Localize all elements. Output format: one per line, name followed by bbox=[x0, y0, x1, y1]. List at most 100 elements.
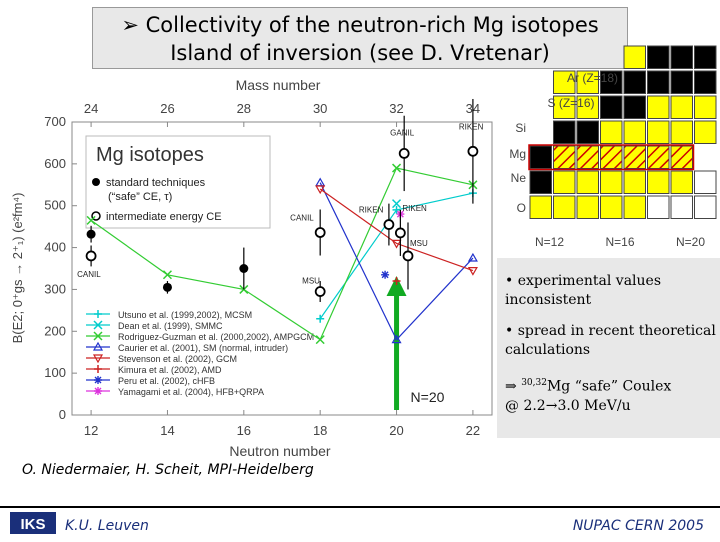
theory-series bbox=[315, 177, 478, 344]
exp-point-intermediate bbox=[394, 227, 406, 239]
nuclide-cell bbox=[529, 195, 552, 219]
legend-series-label: Yamagami et al. (2004), HFB+QRPA bbox=[118, 387, 264, 397]
title-text-1: Collectivity of the neutron-rich Mg isot… bbox=[145, 13, 599, 37]
exp-point-standard bbox=[239, 264, 249, 273]
exp-point-label: RIKEN bbox=[359, 206, 384, 215]
nuclide-cell bbox=[647, 120, 670, 144]
x-tick-label: 18 bbox=[313, 423, 327, 438]
nuclide-cell bbox=[600, 170, 623, 194]
nuclide-cell bbox=[647, 45, 670, 69]
nuclide-cell bbox=[670, 45, 693, 69]
footer-divider bbox=[0, 506, 720, 508]
nuclide-cell bbox=[600, 120, 623, 144]
title-line-1: ➢ Collectivity of the neutron-rich Mg is… bbox=[93, 13, 627, 37]
nuclide-cell bbox=[694, 95, 717, 119]
nuclide-cell bbox=[670, 195, 693, 219]
nuclide-cell bbox=[576, 95, 599, 119]
exp-point-intermediate bbox=[85, 250, 97, 262]
nuclide-cell bbox=[623, 95, 646, 119]
nuclide-cell bbox=[576, 70, 599, 94]
energy-text: @ 2.2→3.0 MeV/u bbox=[505, 397, 631, 414]
exp-point-intermediate bbox=[398, 147, 410, 159]
nuclide-cell bbox=[600, 70, 623, 94]
nuclide-cell bbox=[576, 145, 599, 169]
legend-series-marker bbox=[93, 320, 103, 330]
exp-point-label: CANIL bbox=[290, 214, 314, 223]
iks-logo: IKS bbox=[8, 508, 58, 538]
exp-point-standard bbox=[162, 282, 172, 292]
legend-series-label: Stevenson et al. (2002), GCM bbox=[118, 354, 237, 364]
legend-text-intermediate: intermediate energy CE bbox=[106, 211, 222, 223]
y-tick-label: 600 bbox=[44, 156, 66, 171]
nuclide-cell bbox=[694, 70, 717, 94]
nuclide-row-label: O bbox=[517, 201, 526, 215]
legend-text-standard: standard techniques bbox=[106, 177, 206, 189]
nuclide-cell bbox=[647, 70, 670, 94]
nuclide-chart-svg: Ar (Z=18) S (Z=16) Si Mg Ne O N=12 N=16 N=20 bbox=[509, 45, 717, 249]
mass-superscript: 30,32 bbox=[521, 378, 547, 388]
exp-point-intermediate bbox=[383, 219, 395, 230]
legend-series-label: Kimura et al. (2002), AMD bbox=[118, 365, 222, 375]
svg-text:IKS: IKS bbox=[20, 516, 45, 533]
theory-series-line bbox=[90, 167, 474, 341]
x-axis-label: Neutron number bbox=[229, 443, 331, 459]
y-tick-label: 200 bbox=[44, 323, 66, 338]
nuclide-cell bbox=[623, 120, 646, 144]
title-box: ➢ Collectivity of the neutron-rich Mg is… bbox=[92, 7, 628, 69]
x-tick-label: 20 bbox=[389, 423, 403, 438]
nuclide-cell bbox=[623, 170, 646, 194]
nuclide-col-label: N=12 bbox=[535, 235, 564, 249]
nuclide-cell bbox=[670, 170, 693, 194]
nuclide-col-label: N=16 bbox=[606, 235, 635, 249]
theory-point bbox=[315, 335, 325, 345]
nuclide-cell bbox=[670, 120, 693, 144]
legend-series-label: Rodriguez-Guzman et al. (2000,2002), AMP… bbox=[118, 332, 314, 342]
credits: O. Niedermaier, H. Scheit, MPI-Heidelber… bbox=[22, 462, 314, 478]
nuclide-cell bbox=[623, 145, 646, 169]
n20-label: N=20 bbox=[411, 389, 445, 405]
nuclide-row-label: S (Z=16) bbox=[547, 96, 594, 110]
exp-point-intermediate bbox=[402, 250, 414, 262]
x-tick-label: 14 bbox=[160, 423, 174, 438]
y-tick-label: 300 bbox=[44, 281, 66, 296]
top-tick-label: 30 bbox=[313, 101, 327, 116]
nuclide-cell bbox=[553, 95, 576, 119]
notes-box: • experimental values inconsistent • spr… bbox=[497, 258, 720, 438]
legend-series-label: Dean et al. (1999), SMMC bbox=[118, 321, 223, 331]
exp-point-intermediate bbox=[314, 286, 326, 297]
legend-series-marker bbox=[94, 376, 102, 384]
top-tick-label: 28 bbox=[237, 101, 251, 116]
mg-row-outline bbox=[528, 144, 695, 171]
nuclide-cell bbox=[529, 170, 552, 194]
theory-point bbox=[467, 266, 478, 276]
theory-point bbox=[162, 270, 172, 280]
legend-text-standard-2: (“safe” CE, τ) bbox=[108, 191, 172, 203]
nuclide-cell bbox=[647, 145, 670, 169]
theory-series bbox=[392, 277, 401, 286]
nuclide-cell bbox=[529, 145, 552, 169]
nuclide-cell bbox=[600, 95, 623, 119]
theory-point bbox=[392, 277, 401, 286]
bE2-chart: Mass number 24 26 28 30 32 34 12 14 16 18 20 22 Neutr… bbox=[0, 70, 500, 465]
y-tick-label: 400 bbox=[44, 240, 66, 255]
x-tick-label: 16 bbox=[237, 423, 251, 438]
exp-point-label: GANIL bbox=[390, 128, 415, 137]
theory-point bbox=[239, 284, 249, 294]
theory-point bbox=[391, 334, 402, 344]
exp-point-standard bbox=[86, 229, 96, 239]
nuclide-cell bbox=[553, 170, 576, 194]
theory-point bbox=[315, 185, 326, 195]
theory-point bbox=[86, 215, 96, 225]
nuclide-cell bbox=[670, 145, 693, 169]
legend-box bbox=[85, 135, 271, 229]
legend-series-marker bbox=[92, 341, 104, 351]
nuclide-row-label: Mg bbox=[509, 147, 526, 161]
note-inconsistent: • experimental values inconsistent bbox=[505, 273, 662, 308]
y-tick-label: 700 bbox=[44, 114, 66, 129]
title-line-2: Island of inversion (see D. Vretenar) bbox=[170, 41, 550, 65]
legend-marker-standard bbox=[92, 178, 100, 186]
legend-series-marker bbox=[94, 365, 102, 373]
nuclide-cell bbox=[576, 120, 599, 144]
exp-point-label: RIKEN bbox=[402, 204, 427, 213]
legend-series-label: Caurier et al. (2001), SM (normal, intru… bbox=[118, 343, 288, 353]
